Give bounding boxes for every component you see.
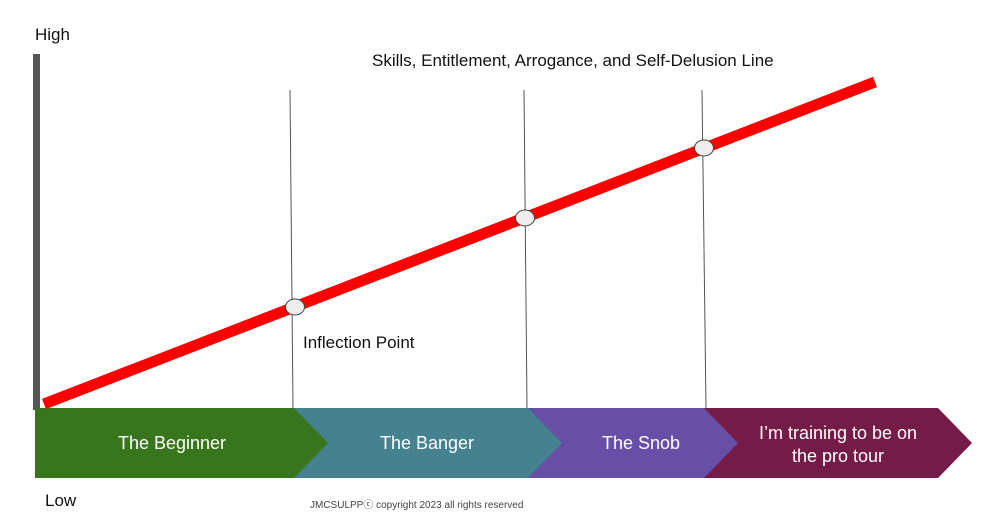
axis-low-label: Low bbox=[45, 491, 77, 510]
stage-chevron-snob bbox=[527, 408, 738, 478]
stage-label-pro-tour-line-1: I’m training to be on bbox=[759, 423, 917, 443]
skills-entitlement-line bbox=[42, 76, 877, 410]
divider-line-1 bbox=[289, 89, 294, 409]
inflection-point-label: Inflection Point bbox=[303, 333, 415, 352]
vertical-axis bbox=[33, 54, 40, 410]
intersection-marker-3 bbox=[694, 139, 714, 157]
stage-chevron-banger bbox=[293, 408, 562, 478]
stage-label-pro-tour-line-2: the pro tour bbox=[792, 446, 884, 466]
stage-chevron-pro-tour bbox=[703, 408, 972, 478]
divider-line-2 bbox=[523, 89, 528, 409]
stage-label-snob: The Snob bbox=[602, 433, 680, 453]
stage-chevron-beginner bbox=[35, 408, 328, 478]
copyright-notice: JMCSULPPⓒ copyright 2023 all rights rese… bbox=[310, 499, 523, 511]
intersection-marker-2 bbox=[515, 209, 535, 227]
divider-line-3 bbox=[701, 89, 707, 409]
stage-label-banger: The Banger bbox=[380, 433, 474, 453]
line-title: Skills, Entitlement, Arrogance, and Self… bbox=[372, 51, 774, 70]
axis-high-label: High bbox=[35, 25, 70, 44]
intersection-marker-1 bbox=[285, 298, 305, 316]
stage-label-beginner: The Beginner bbox=[118, 433, 226, 453]
